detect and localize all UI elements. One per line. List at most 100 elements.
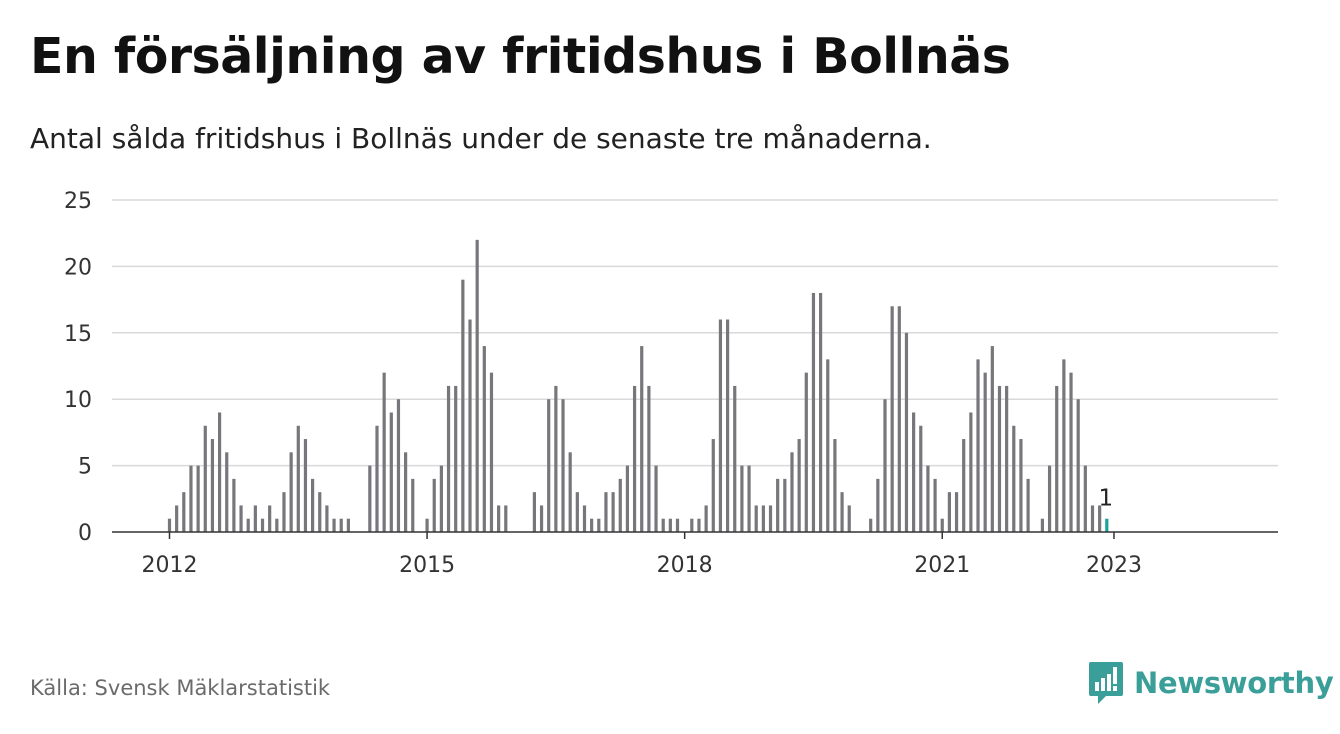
chart-subtitle: Antal sålda fritidshus i Bollnäs under d…: [30, 122, 932, 155]
bar: [189, 465, 193, 532]
source-note: Källa: Svensk Mäklarstatistik: [30, 676, 331, 700]
bar: [482, 346, 486, 532]
bar: [332, 518, 336, 532]
bar: [432, 478, 436, 532]
bar: [260, 518, 265, 532]
bar: [253, 505, 257, 532]
bar: [1062, 359, 1066, 532]
last-value-label: 1: [1098, 486, 1113, 512]
bar: [246, 518, 250, 532]
bar: [389, 412, 393, 532]
bar: [869, 518, 873, 532]
y-tick-label: 25: [64, 189, 92, 214]
bar: [167, 518, 172, 532]
y-tick-label: 0: [78, 521, 92, 546]
bar: [282, 492, 286, 532]
bar: [203, 425, 207, 532]
bar: [1076, 399, 1080, 532]
y-tick-label: 10: [64, 388, 92, 413]
bar: [690, 518, 694, 532]
bar: [303, 439, 308, 532]
y-tick-label: 5: [78, 455, 92, 480]
bar: [1040, 518, 1045, 532]
bar: [439, 465, 443, 532]
bar: [761, 505, 765, 532]
bar: [933, 478, 937, 532]
chart-title: En försäljning av fritidshus i Bollnäs: [30, 28, 1011, 85]
bar: [275, 518, 279, 532]
bar: [497, 505, 501, 532]
bar: [1098, 505, 1102, 532]
bar: [296, 425, 300, 532]
bar-highlight: [1105, 518, 1109, 532]
bar: [175, 505, 179, 532]
bar: [268, 505, 272, 532]
bar: [568, 452, 572, 532]
bar: [1026, 478, 1030, 532]
bar: [489, 372, 494, 532]
newsworthy-brand[interactable]: Newsworthy: [1088, 660, 1334, 706]
bar: [625, 465, 630, 532]
bar: [1005, 385, 1009, 532]
bar: [375, 425, 379, 532]
bar: [754, 505, 758, 532]
bar: [804, 372, 808, 532]
x-tick-label: 2015: [399, 553, 455, 578]
bar: [446, 385, 451, 532]
bar: [311, 478, 315, 532]
bar: [747, 465, 751, 532]
bar: [632, 385, 637, 532]
bar: [1090, 505, 1095, 532]
bar: [654, 465, 658, 532]
bar: [217, 412, 222, 532]
bar: [539, 505, 544, 532]
bar: [532, 492, 537, 532]
bar: [289, 452, 293, 532]
bar: [826, 359, 830, 532]
bar: [618, 478, 622, 532]
bar: [740, 465, 744, 532]
bar: [1069, 372, 1073, 532]
bar: [876, 478, 880, 532]
bar: [912, 412, 916, 532]
bar: [833, 439, 837, 532]
y-tick-label: 20: [64, 255, 92, 280]
bar: [811, 292, 816, 532]
bar: [776, 478, 780, 532]
bar: [718, 319, 723, 532]
bar: [547, 399, 551, 532]
bar: [969, 412, 973, 532]
bar: [225, 452, 229, 532]
bar: [904, 332, 909, 532]
y-tick-label: 15: [64, 322, 92, 347]
bar: [554, 385, 558, 532]
bar: [962, 439, 966, 532]
bar: [897, 306, 901, 532]
bar: [768, 505, 773, 532]
bar: [640, 346, 644, 532]
bar: [582, 505, 587, 532]
x-tick-label: 2023: [1086, 553, 1142, 578]
bar: [954, 492, 959, 532]
bar: [668, 518, 672, 532]
bar: [983, 372, 987, 532]
brand-name: Newsworthy: [1134, 666, 1334, 700]
bar: [239, 505, 243, 532]
x-tick-label: 2018: [657, 553, 713, 578]
bar: [819, 292, 823, 532]
bar: [990, 346, 994, 532]
bar: [611, 492, 615, 532]
bar: [339, 518, 343, 532]
bar: [1012, 425, 1016, 532]
bar: [725, 319, 730, 532]
bar: [661, 518, 665, 532]
bar: [783, 478, 787, 532]
bar: [210, 439, 215, 532]
bar: [404, 452, 408, 532]
bar: [890, 306, 894, 532]
bar: [454, 385, 458, 532]
bar: [840, 492, 844, 532]
bar: [590, 518, 594, 532]
bar: [1019, 439, 1023, 532]
bar: [790, 452, 794, 532]
